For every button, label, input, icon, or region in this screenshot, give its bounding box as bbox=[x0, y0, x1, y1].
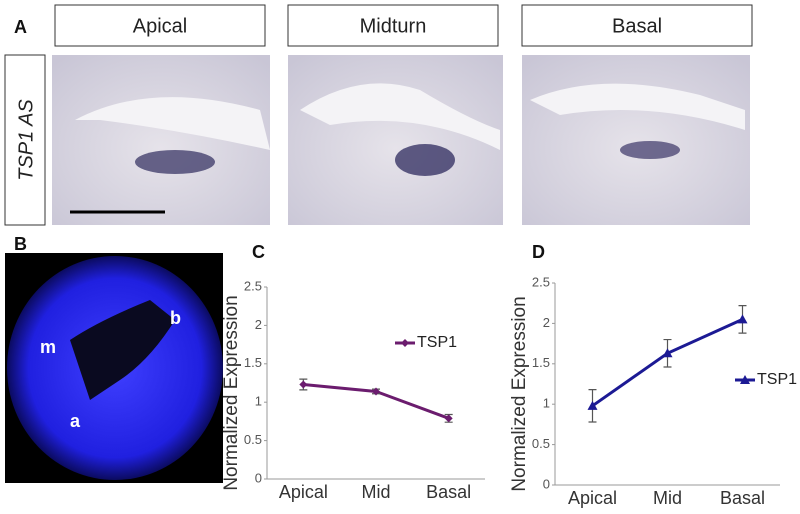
x-tick-label: Apical bbox=[568, 488, 617, 508]
y-tick-label: 0 bbox=[255, 470, 262, 485]
x-tick-label: Basal bbox=[720, 488, 765, 508]
x-tick-label: Mid bbox=[653, 488, 682, 508]
legend-marker bbox=[740, 375, 750, 384]
y-tick-label: 2 bbox=[255, 317, 262, 332]
panel-label: A bbox=[14, 17, 27, 37]
x-tick-label: Basal bbox=[426, 482, 471, 502]
legend-label: TSP1 bbox=[757, 371, 797, 388]
data-point bbox=[299, 380, 308, 389]
data-point bbox=[444, 414, 453, 423]
x-tick-label: Apical bbox=[279, 482, 328, 502]
y-axis-label: Normalized Expression bbox=[221, 295, 242, 490]
lumen bbox=[530, 83, 745, 130]
y-tick-label: 1.5 bbox=[244, 355, 262, 370]
y-tick-label: 0 bbox=[543, 476, 550, 491]
y-tick-label: 2.5 bbox=[532, 274, 550, 289]
stain bbox=[135, 150, 215, 174]
y-tick-label: 2.5 bbox=[244, 278, 262, 293]
panel-label: D bbox=[532, 242, 545, 262]
y-tick-label: 2 bbox=[543, 315, 550, 330]
header-box bbox=[521, 4, 753, 47]
header-box bbox=[287, 4, 499, 47]
micrograph bbox=[522, 55, 750, 225]
header: Basal bbox=[612, 15, 662, 37]
header-box bbox=[54, 4, 266, 47]
region-label: b bbox=[170, 308, 181, 328]
row-label-box bbox=[4, 54, 46, 226]
lumen bbox=[300, 83, 500, 150]
stain bbox=[620, 141, 680, 159]
x-tick-label: Mid bbox=[361, 482, 390, 502]
y-axis-label: Normalized Expression bbox=[509, 296, 530, 491]
y-tick-label: 1 bbox=[543, 396, 550, 411]
data-point bbox=[662, 348, 673, 358]
data-point bbox=[372, 387, 380, 396]
stain bbox=[395, 144, 455, 176]
dark-center bbox=[70, 300, 175, 400]
legend-marker bbox=[401, 339, 409, 347]
header: Apical bbox=[133, 15, 187, 37]
region-label: m bbox=[40, 337, 56, 357]
y-tick-label: 1 bbox=[255, 394, 262, 409]
region-label: a bbox=[70, 411, 81, 431]
header: Midturn bbox=[360, 15, 427, 37]
micrographs bbox=[52, 55, 750, 225]
row-label: TSP1 AS bbox=[15, 99, 37, 181]
y-tick-label: 0.5 bbox=[532, 436, 550, 451]
micrograph bbox=[288, 55, 503, 225]
headers: Apical Midturn Basal bbox=[54, 4, 753, 47]
y-tick-label: 1.5 bbox=[532, 355, 550, 370]
lumen bbox=[75, 97, 270, 150]
y-tick-label: 0.5 bbox=[244, 432, 262, 447]
panel-label: C bbox=[252, 242, 265, 262]
panel-label: B bbox=[14, 234, 27, 254]
legend-label: TSP1 bbox=[417, 334, 457, 351]
data-point bbox=[587, 400, 598, 410]
data-point bbox=[737, 314, 748, 324]
